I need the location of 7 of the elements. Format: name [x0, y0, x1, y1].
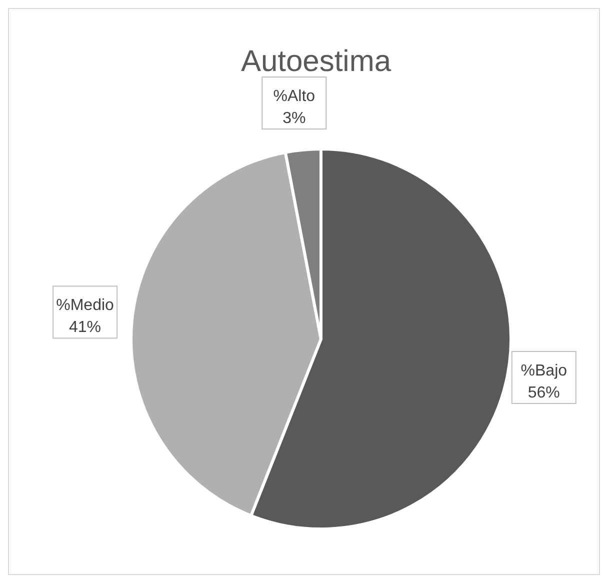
data-label: 41%: [69, 319, 102, 336]
slice-label: %Alto: [273, 88, 316, 106]
slice-label: %Medio: [56, 297, 114, 314]
data-label: 3%: [282, 110, 306, 128]
data-label: 56%: [528, 384, 560, 402]
slice-label: %Bajo: [520, 362, 568, 380]
chart-title: Autoestima: [240, 45, 392, 78]
